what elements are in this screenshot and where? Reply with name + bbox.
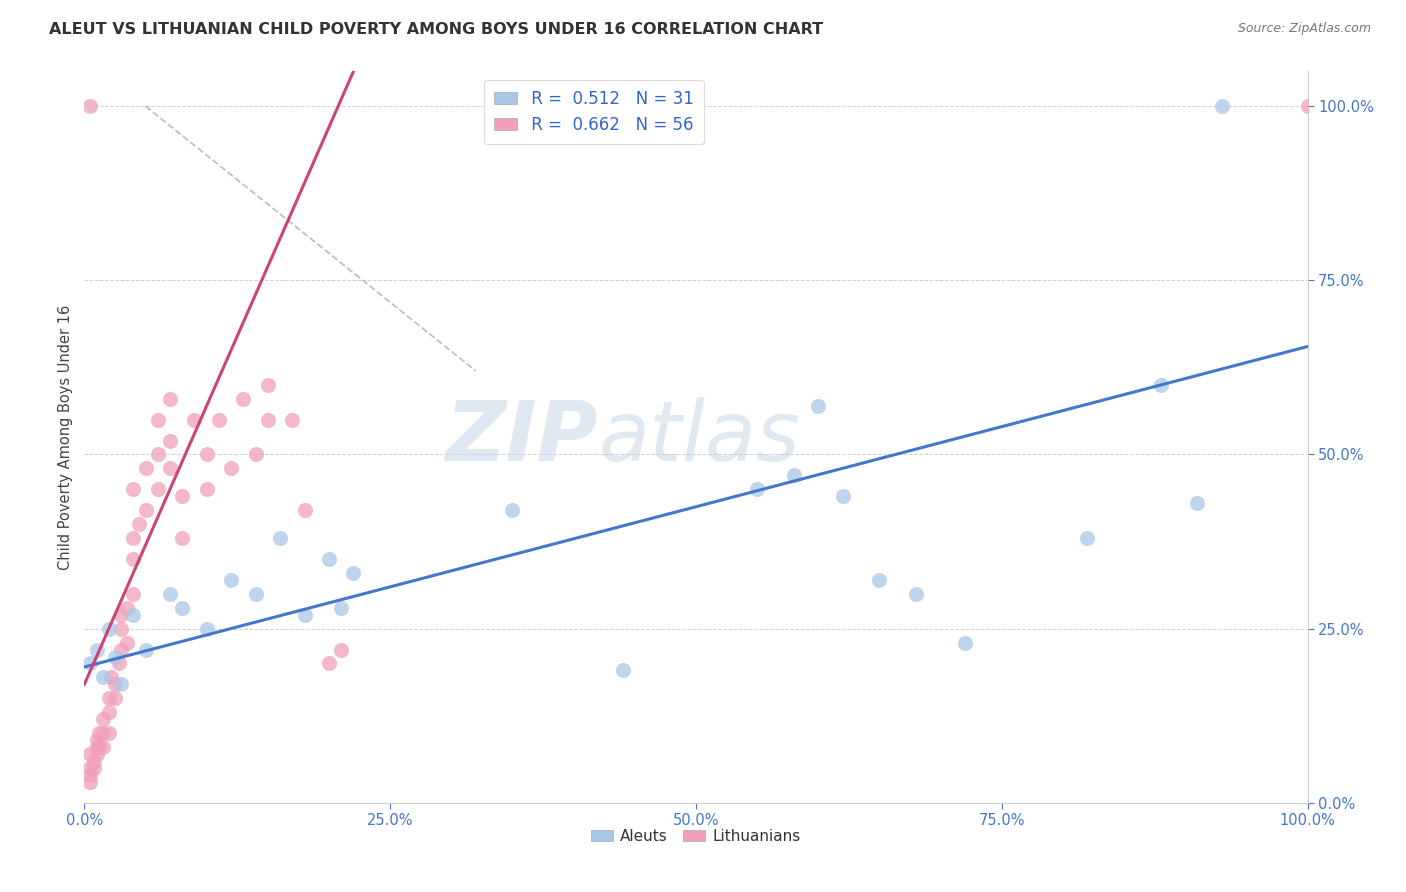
Point [1187,496,1209,510]
Point [807,399,830,413]
Point [1296,99,1319,113]
Point [83,761,105,775]
Point [79,747,101,761]
Point [195,622,218,636]
Point [79,768,101,782]
Legend: Aleuts, Lithuanians: Aleuts, Lithuanians [585,822,807,850]
Point [146,412,169,426]
Point [110,642,132,657]
Point [91,740,114,755]
Point [135,461,157,475]
Point [135,503,157,517]
Point [159,587,181,601]
Point [183,412,205,426]
Point [159,461,181,475]
Point [294,607,316,622]
Point [257,412,280,426]
Point [318,657,340,671]
Point [86,733,108,747]
Point [115,635,138,649]
Point [86,642,108,657]
Point [110,622,132,636]
Point [245,448,267,462]
Text: Source: ZipAtlas.com: Source: ZipAtlas.com [1237,22,1371,36]
Text: atlas: atlas [598,397,800,477]
Point [869,573,891,587]
Point [195,448,218,462]
Point [953,635,976,649]
Point [342,566,364,580]
Point [135,642,157,657]
Point [1076,531,1098,545]
Text: ZIP: ZIP [446,397,598,477]
Point [294,503,316,517]
Point [245,587,267,601]
Point [122,552,145,566]
Point [612,664,634,678]
Point [83,754,105,768]
Point [91,670,114,684]
Point [1211,99,1233,113]
Point [100,670,122,684]
Point [91,726,114,740]
Point [281,412,304,426]
Point [91,712,114,726]
Point [97,691,120,706]
Point [195,483,218,497]
Point [115,600,138,615]
Point [86,740,108,755]
Point [110,607,132,622]
Point [257,377,280,392]
Point [269,531,291,545]
Point [97,622,120,636]
Point [747,483,769,497]
Point [97,726,120,740]
Point [208,412,231,426]
Point [87,740,110,755]
Y-axis label: Child Poverty Among Boys Under 16: Child Poverty Among Boys Under 16 [58,304,73,570]
Point [104,649,127,664]
Point [219,573,242,587]
Point [502,503,524,517]
Point [86,747,108,761]
Point [172,600,194,615]
Point [122,531,145,545]
Point [97,705,120,719]
Point [122,587,145,601]
Point [219,461,242,475]
Point [172,531,194,545]
Point [905,587,928,601]
Point [330,642,353,657]
Point [318,552,340,566]
Point [104,677,127,691]
Point [146,483,169,497]
Point [1150,377,1173,392]
Point [110,677,132,691]
Point [104,691,127,706]
Point [232,392,254,406]
Point [128,517,150,532]
Point [159,392,181,406]
Point [87,726,110,740]
Point [172,489,194,503]
Point [79,775,101,789]
Point [122,483,145,497]
Point [122,607,145,622]
Point [79,761,101,775]
Point [79,99,101,113]
Point [783,468,806,483]
Text: ALEUT VS LITHUANIAN CHILD POVERTY AMONG BOYS UNDER 16 CORRELATION CHART: ALEUT VS LITHUANIAN CHILD POVERTY AMONG … [49,22,824,37]
Point [330,600,353,615]
Point [831,489,853,503]
Point [79,657,101,671]
Point [159,434,181,448]
Point [107,657,129,671]
Point [146,448,169,462]
